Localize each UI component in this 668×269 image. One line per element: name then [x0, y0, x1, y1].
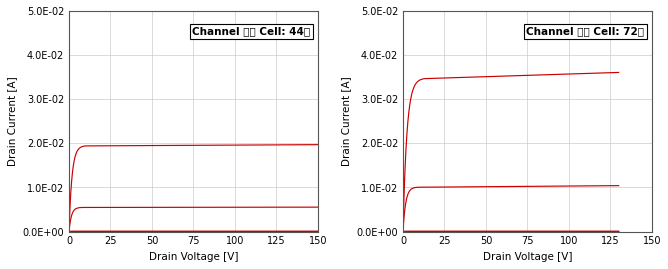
Y-axis label: Drain Current [A]: Drain Current [A]: [7, 76, 17, 166]
X-axis label: Drain Voltage [V]: Drain Voltage [V]: [483, 252, 572, 262]
X-axis label: Drain Voltage [V]: Drain Voltage [V]: [149, 252, 238, 262]
Y-axis label: Drain Current [A]: Drain Current [A]: [341, 76, 351, 166]
Text: Channel 형성 Cell: 72개: Channel 형성 Cell: 72개: [526, 26, 645, 36]
Text: Channel 형성 Cell: 44개: Channel 형성 Cell: 44개: [192, 26, 311, 36]
